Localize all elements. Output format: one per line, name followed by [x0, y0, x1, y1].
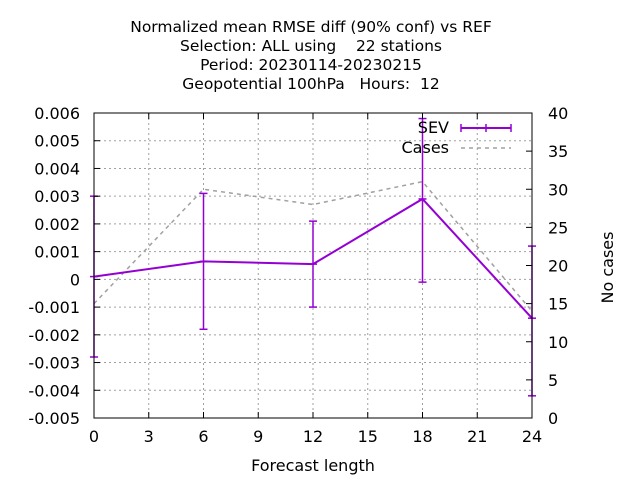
chart-title-line: Geopotential 100hPa Hours: 12: [182, 75, 439, 93]
grid: [94, 113, 532, 418]
y2-tick-label: 5: [548, 371, 558, 390]
y-tick-label: -0.001: [28, 298, 80, 317]
y2-tick-label: 30: [548, 180, 568, 199]
y-tick-label: 0: [70, 270, 80, 289]
x-axis-label: Forecast length: [251, 456, 375, 475]
x-tick-label: 15: [358, 427, 378, 446]
axis-ticks: 0 3 6 9 12 15 18 21 24 -0.005 -0.004 -0.003 -0.002 -0…: [28, 104, 568, 446]
x-tick-label: 18: [412, 427, 432, 446]
y-tick-label: -0.002: [28, 326, 80, 345]
y2-tick-label: 40: [548, 104, 568, 123]
legend-label: SEV: [418, 118, 449, 137]
chart-title-line: Period: 20230114-20230215: [200, 56, 422, 74]
y-tick-label: -0.004: [28, 381, 80, 400]
y2-axis-label: No cases: [598, 232, 617, 304]
x-tick-label: 3: [144, 427, 154, 446]
chart-title-block: Normalized mean RMSE diff (90% conf) vs …: [130, 18, 492, 93]
chart-title-line: Selection: ALL using 22 stations: [180, 37, 442, 55]
x-tick-label: 9: [253, 427, 263, 446]
y-tick-label: 0.002: [34, 215, 80, 234]
x-tick-label: 12: [303, 427, 323, 446]
y-tick-label: 0.006: [34, 104, 80, 123]
x-tick-label: 0: [89, 427, 99, 446]
y2-tick-label: 10: [548, 333, 568, 352]
cases-line: [93, 180, 533, 312]
y-tick-label: -0.005: [28, 409, 80, 428]
x-tick-label: 21: [467, 427, 487, 446]
y-tick-label: 0.005: [34, 132, 80, 151]
y-tick-label: -0.003: [28, 354, 80, 373]
y-tick-label: 0.004: [34, 159, 80, 178]
y2-tick-label: 0: [548, 409, 558, 428]
x-tick-label: 6: [198, 427, 208, 446]
cases-series: [93, 180, 533, 312]
y2-tick-label: 25: [548, 218, 568, 237]
y2-tick-label: 20: [548, 257, 568, 276]
legend-label: Cases: [402, 138, 450, 157]
y-tick-label: 0.003: [34, 187, 80, 206]
y-tick-label: 0.001: [34, 243, 80, 262]
chart-title-line: Normalized mean RMSE diff (90% conf) vs …: [130, 18, 492, 36]
y2-tick-label: 35: [548, 142, 568, 161]
x-tick-label: 24: [522, 427, 542, 446]
y2-tick-label: 15: [548, 295, 568, 314]
